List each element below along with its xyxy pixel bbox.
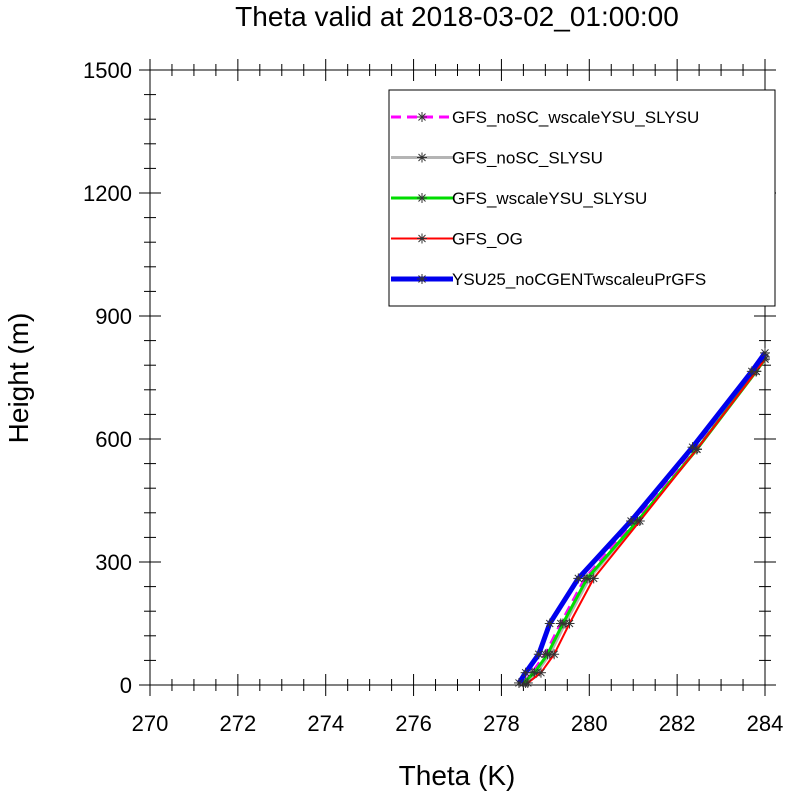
- data-point-marker: [515, 679, 523, 687]
- legend-item: GFS_noSC_wscaleYSU_SLYSU: [391, 108, 699, 127]
- x-tick-label: 270: [132, 711, 169, 736]
- legend-label: GFS_OG: [452, 230, 523, 249]
- legend-marker: [418, 113, 426, 121]
- legend-item: GFS_noSC_SLYSU: [391, 149, 603, 168]
- data-point-marker: [688, 443, 697, 452]
- data-point-marker: [559, 619, 567, 628]
- y-axis-ticks: 0 300 600 900 1200 1500: [83, 58, 776, 698]
- data-point-marker: [761, 349, 769, 357]
- data-point-marker: [530, 668, 539, 677]
- legend-box: [388, 89, 776, 307]
- data-point-marker: [693, 445, 701, 454]
- x-tick-label: 274: [307, 711, 344, 736]
- x-tick-label: 278: [483, 711, 520, 736]
- data-point-marker: [534, 650, 543, 659]
- legend-item: GFS_wscaleYSU_SLYSU: [391, 189, 647, 208]
- x-tick-label: 276: [395, 711, 432, 736]
- x-tick-label: 272: [219, 711, 256, 736]
- legend-label: GFS_wscaleYSU_SLYSU: [452, 189, 647, 208]
- series-YSU25_noCGENTwscaleuPrGFS: [514, 347, 770, 688]
- data-point-marker: [550, 650, 558, 659]
- y-tick-label: 1500: [83, 58, 132, 83]
- legend-marker: [418, 194, 426, 202]
- x-axis-title: Theta (K): [399, 760, 516, 791]
- data-point-marker: [761, 355, 769, 363]
- data-point-marker: [523, 679, 532, 687]
- y-tick-label: 1200: [83, 181, 132, 206]
- data-point-marker: [545, 619, 554, 628]
- series-GFS_OG: [522, 354, 770, 688]
- chart-title: Theta valid at 2018-03-02_01:00:00: [235, 1, 679, 32]
- legend-label: GFS_noSC_SLYSU: [452, 149, 603, 168]
- legend-item: YSU25_noCGENTwscaleuPrGFS: [391, 270, 706, 289]
- legend-label: GFS_noSC_wscaleYSU_SLYSU: [452, 108, 699, 127]
- legend-marker: [418, 234, 426, 243]
- series-line: [527, 358, 766, 684]
- data-point-marker: [635, 517, 644, 525]
- y-tick-label: 0: [120, 673, 132, 698]
- legend-marker: [418, 275, 426, 283]
- series-layer: [514, 347, 770, 688]
- x-tick-label: 280: [571, 711, 608, 736]
- x-tick-label: 284: [747, 711, 784, 736]
- data-point-marker: [627, 517, 635, 525]
- data-point-marker: [565, 619, 574, 628]
- data-point-marker: [521, 668, 530, 677]
- data-point-marker: [543, 650, 552, 659]
- y-tick-label: 300: [95, 550, 132, 575]
- legend-item: GFS_OG: [391, 230, 523, 249]
- x-tick-label: 282: [659, 711, 696, 736]
- x-axis-ticks: 270 272 274 276 278 280 282 284: [132, 59, 784, 736]
- data-point-marker: [537, 668, 545, 677]
- data-point-marker: [747, 367, 756, 376]
- data-point-marker: [574, 574, 583, 583]
- y-tick-label: 600: [95, 427, 132, 452]
- legend-marker: [418, 153, 426, 162]
- data-point-marker: [589, 574, 598, 583]
- y-axis-title: Height (m): [3, 313, 34, 444]
- legend-label: YSU25_noCGENTwscaleuPrGFS: [452, 270, 706, 289]
- legend: GFS_noSC_wscaleYSU_SLYSU GFS_noSC_SLYSU GF…: [388, 89, 776, 307]
- data-point-marker: [583, 574, 591, 583]
- y-tick-label: 900: [95, 304, 132, 329]
